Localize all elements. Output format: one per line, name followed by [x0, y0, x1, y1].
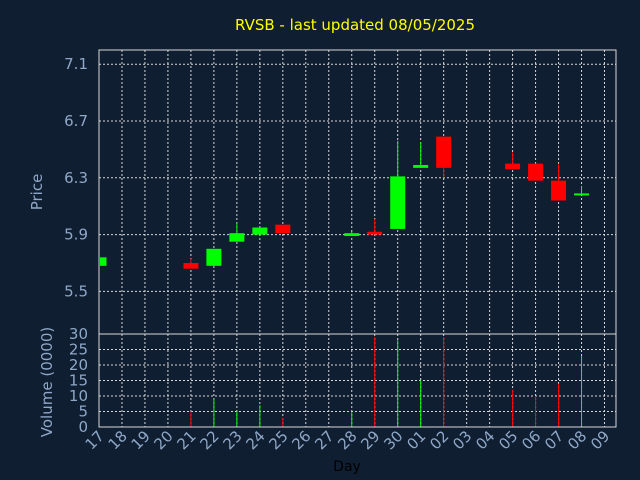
price-ticks: 5.5 5.9 6.3 6.7 7.1 [64, 55, 88, 300]
candle-body [551, 180, 567, 201]
candle-body [436, 136, 452, 168]
price-tick-label: 5.5 [64, 282, 88, 300]
volume-tick-label: 25 [69, 341, 88, 359]
candle-body [367, 231, 383, 235]
candle-body [229, 233, 245, 242]
volume-grid [98, 333, 616, 428]
candle-body [100, 257, 107, 266]
candle-body [528, 163, 544, 181]
day-ticks: 1718192021222324252627282930010203040506… [82, 427, 614, 453]
candle-body [574, 193, 590, 196]
volume-tick-label: 5 [78, 403, 88, 421]
day-tick-label: 09 [587, 427, 613, 453]
price-tick-label: 5.9 [64, 226, 88, 244]
candle-body [505, 163, 521, 170]
volume-tick-label: 20 [69, 356, 88, 374]
candle-body [344, 233, 360, 237]
volume-panel-frame [98, 333, 617, 428]
candle-body [252, 227, 268, 235]
price-axis-label: Price [28, 174, 46, 211]
candle-body [275, 224, 291, 234]
price-tick-label: 6.7 [64, 112, 88, 130]
volume-tick-label: 15 [69, 372, 88, 390]
candle-body [206, 248, 222, 266]
volume-axis-label: Volume (0000) [38, 327, 56, 437]
volume-bars [190, 337, 583, 427]
candle-body [413, 165, 429, 168]
price-grid [98, 50, 616, 334]
price-tick-label: 6.3 [64, 169, 88, 187]
volume-tick-label: 30 [69, 325, 88, 343]
x-axis-label: Day [333, 459, 361, 475]
chart-title: RVSB - last updated 08/05/2025 [235, 16, 475, 34]
price-tick-label: 7.1 [64, 55, 88, 73]
volume-tick-label: 10 [69, 387, 88, 405]
volume-tick-label: 0 [78, 418, 88, 436]
candle-body [183, 263, 199, 269]
candle-body [390, 176, 406, 229]
candles [98, 136, 590, 269]
